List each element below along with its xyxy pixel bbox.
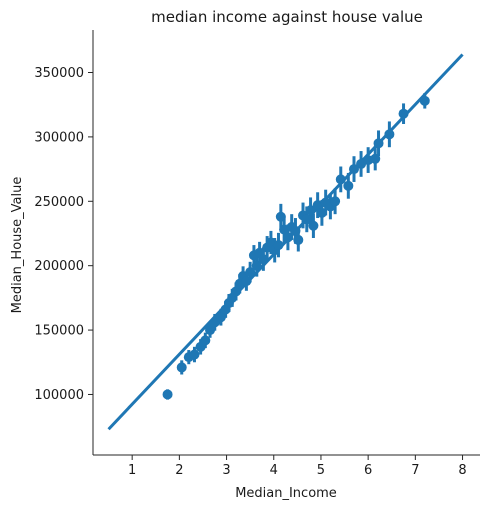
x-tick-label: 6 <box>364 463 372 478</box>
data-point <box>373 138 384 149</box>
y-axis-ticks: 100000 150000 200000 250000 300000 350000 <box>34 66 93 403</box>
y-tick-label: 250000 <box>34 195 84 210</box>
y-tick-label: 300000 <box>34 130 84 145</box>
x-tick-label: 5 <box>317 463 325 478</box>
data-point <box>290 225 301 236</box>
data-point <box>245 267 256 278</box>
y-tick-label: 200000 <box>34 259 84 274</box>
plot-area <box>107 53 464 431</box>
data-point <box>205 325 216 336</box>
y-tick-label: 150000 <box>34 324 84 339</box>
data-point <box>275 211 286 222</box>
data-point <box>265 237 276 248</box>
data-point <box>176 362 187 373</box>
y-tick-label: 350000 <box>34 66 84 81</box>
data-point <box>316 207 327 218</box>
x-tick-label: 7 <box>411 463 419 478</box>
data-point <box>273 240 284 251</box>
y-tick-label: 100000 <box>34 388 84 403</box>
data-point <box>282 232 293 243</box>
data-point <box>335 174 346 185</box>
data-point <box>189 349 200 360</box>
data-point <box>305 205 316 216</box>
x-axis-ticks: 1 2 3 4 5 6 7 8 <box>128 455 467 478</box>
chart-title: median income against house value <box>151 8 423 26</box>
data-point <box>279 224 290 235</box>
data-point <box>308 220 319 231</box>
x-tick-label: 1 <box>128 463 136 478</box>
x-tick-label: 2 <box>175 463 183 478</box>
x-axis-label: Median_Income <box>235 486 337 501</box>
data-point <box>231 286 242 297</box>
data-point <box>215 312 226 323</box>
data-point <box>348 164 359 175</box>
data-point <box>293 234 304 245</box>
data-point <box>200 335 211 346</box>
data-point <box>370 153 381 164</box>
data-point <box>162 389 173 400</box>
data-point <box>301 214 312 225</box>
data-point <box>258 254 269 265</box>
data-point <box>241 276 252 287</box>
x-tick-label: 8 <box>458 463 466 478</box>
data-point <box>343 180 354 191</box>
x-tick-label: 3 <box>222 463 230 478</box>
data-point <box>419 95 430 106</box>
data-point <box>398 108 409 119</box>
data-point <box>251 260 262 271</box>
x-tick-label: 4 <box>270 463 278 478</box>
data-point <box>330 196 341 207</box>
data-point <box>312 200 323 211</box>
data-point <box>384 129 395 140</box>
y-axis-label: Median_House_Value <box>10 177 25 314</box>
